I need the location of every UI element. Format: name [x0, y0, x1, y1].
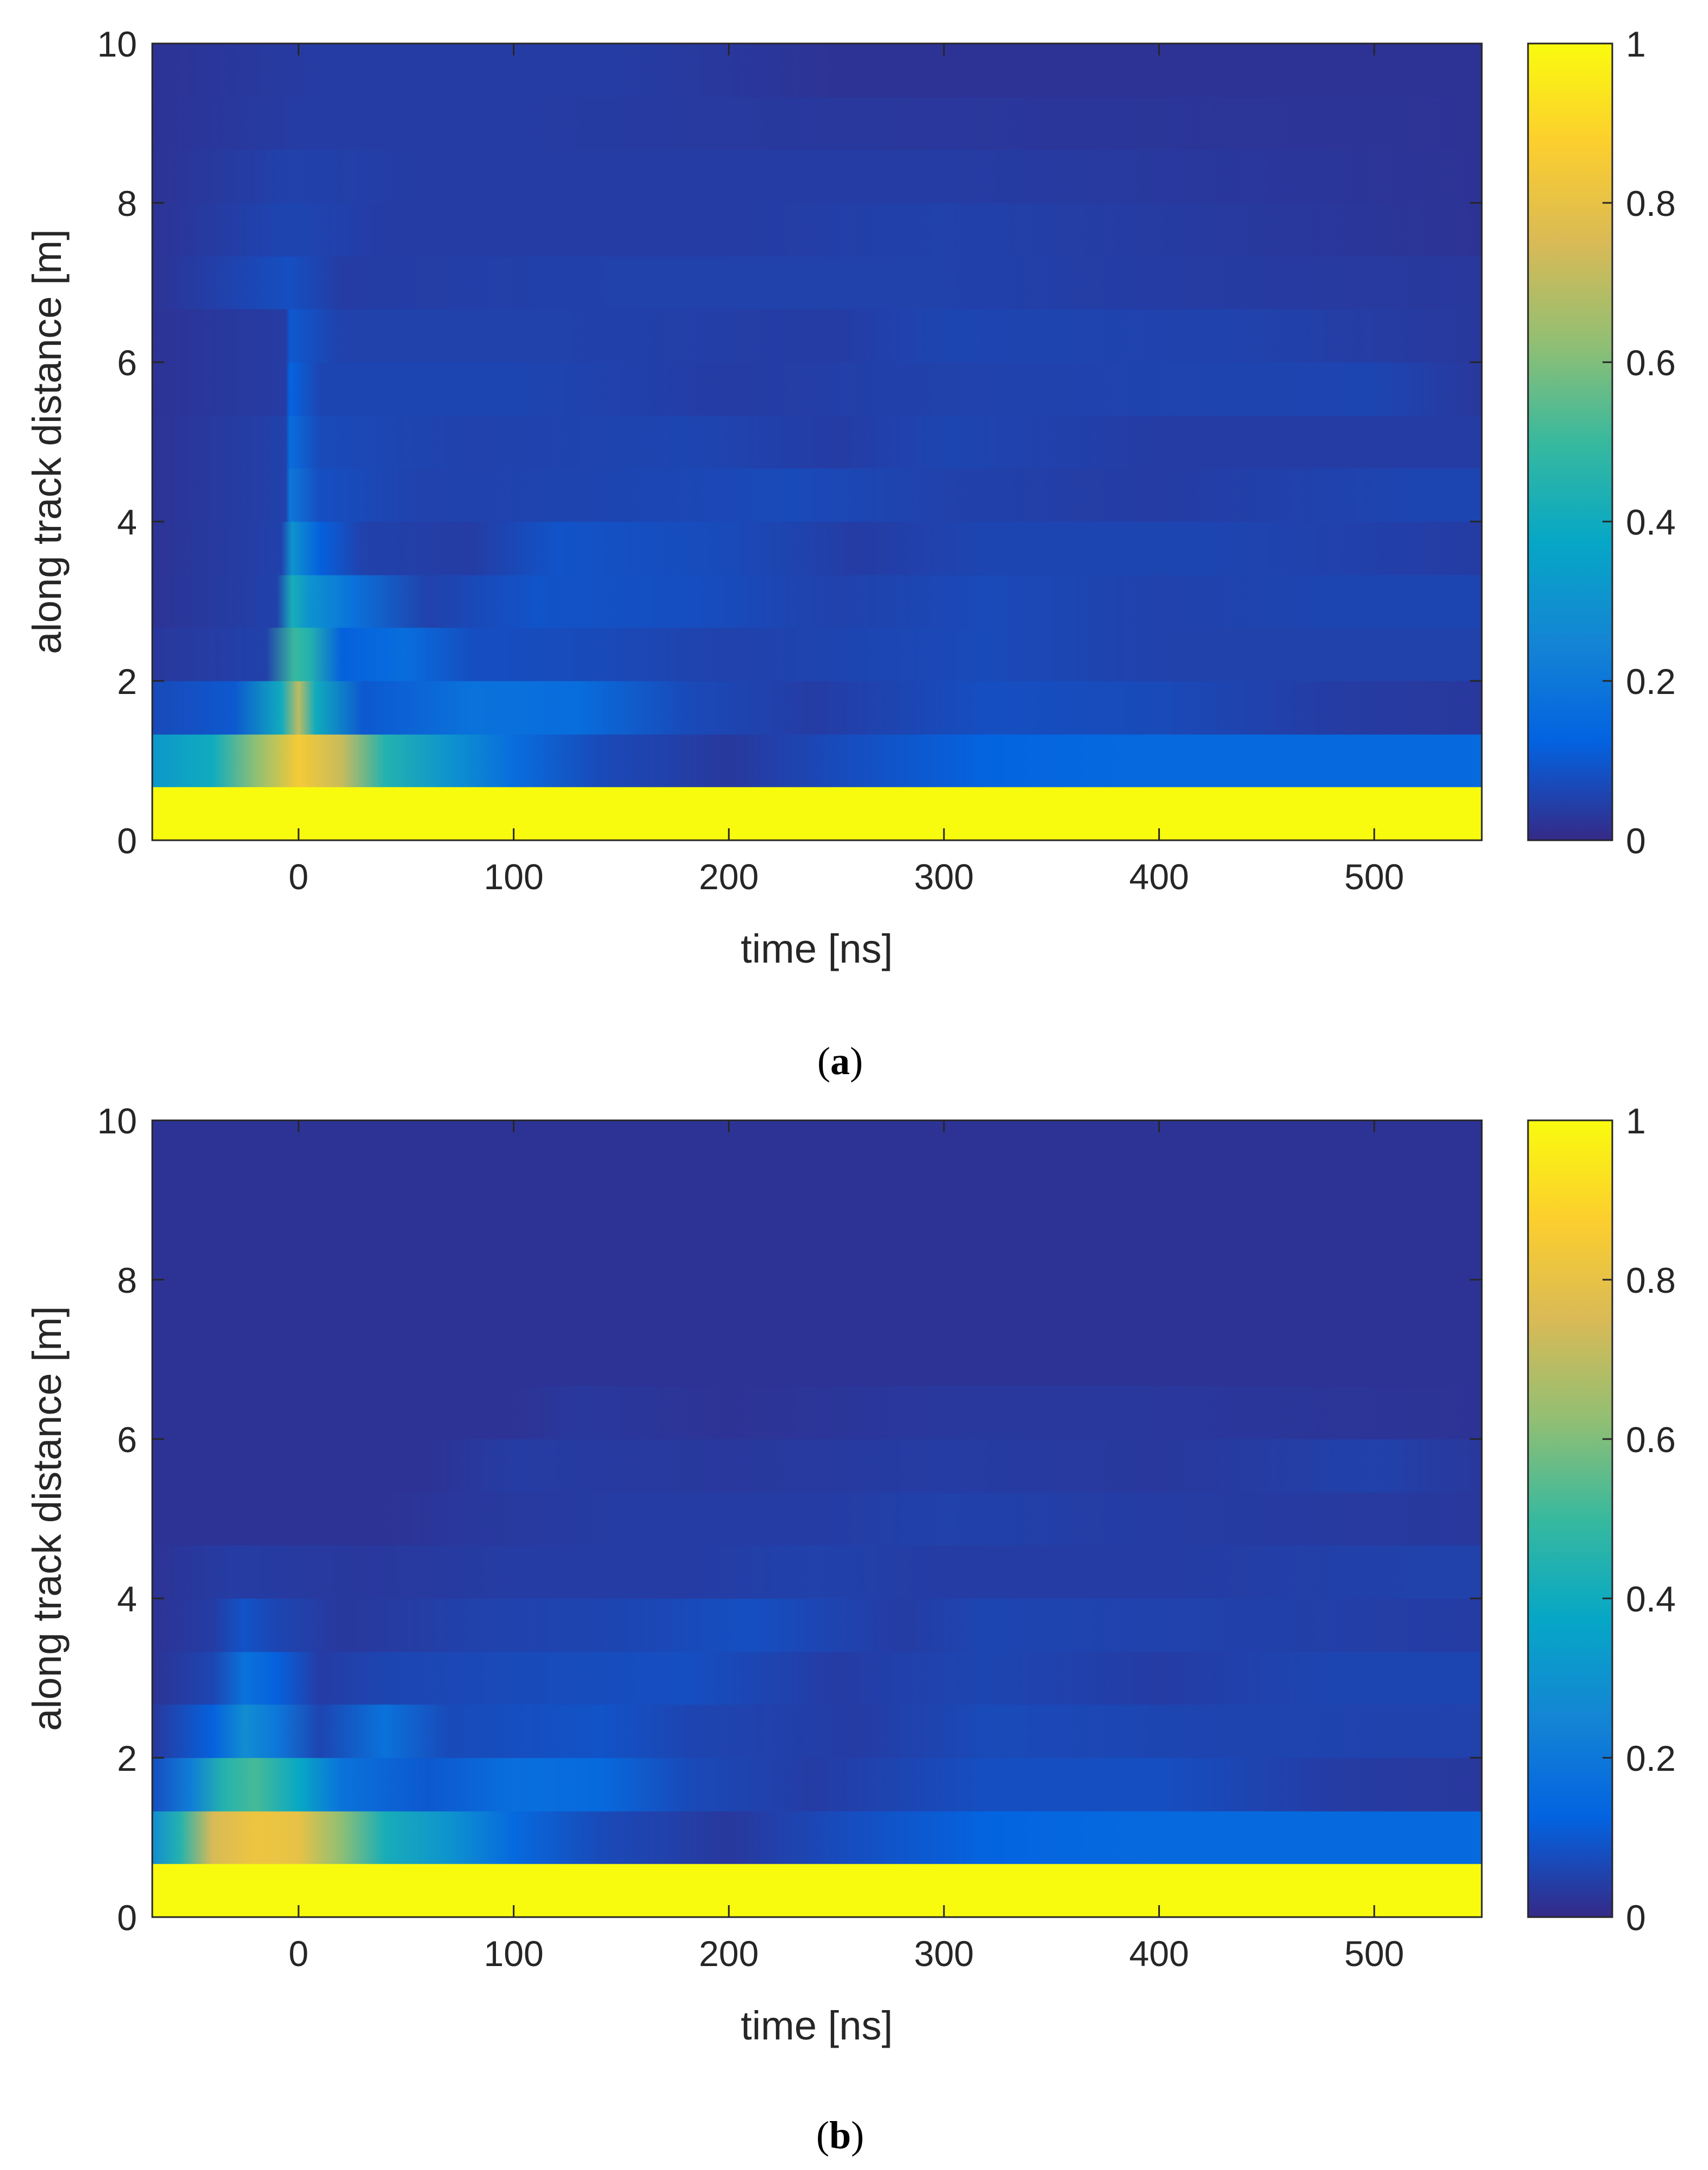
heatmap-row [152, 97, 1482, 150]
heatmap-row [152, 44, 1482, 97]
heatmap-row [152, 1545, 1482, 1599]
y-tick-label: 0 [117, 1898, 137, 1938]
x-axis-ticks-b: 0 100 200 300 400 500 [289, 1120, 1404, 1974]
y-tick-label: 4 [117, 1579, 137, 1619]
heatmap-row [152, 681, 1482, 735]
colorbar-tick-label: 0.2 [1626, 661, 1676, 702]
colorbar-tick-label: 0.8 [1626, 1260, 1676, 1300]
y-tick-label: 6 [117, 1419, 137, 1460]
colorbar-tick-label: 0.8 [1626, 183, 1676, 224]
heatmap-row [152, 308, 1482, 363]
colorbar-tick-label: 0.4 [1626, 1579, 1676, 1619]
heatmap-row [152, 734, 1482, 788]
x-tick-label: 100 [484, 1933, 544, 1974]
heatmap-row [152, 1226, 1482, 1280]
y-axis-ticks-b: 0 2 4 6 8 10 [97, 1101, 1482, 1938]
heatmap-row [152, 362, 1482, 416]
x-tick-label: 500 [1344, 857, 1404, 897]
plot-frame-a [151, 42, 1483, 841]
y-tick-label: 8 [117, 183, 137, 224]
colorbar-tick-label: 1 [1626, 1101, 1646, 1141]
y-tick-label: 8 [117, 1260, 137, 1300]
heatmap-row [152, 468, 1482, 522]
heatmap-row [152, 149, 1482, 203]
heatmap-row [152, 575, 1482, 628]
x-tick-label: 200 [699, 857, 759, 897]
colorbar-tick-label: 0 [1626, 821, 1646, 861]
x-tick-label: 400 [1129, 857, 1189, 897]
colorbar-a [1527, 42, 1613, 841]
x-tick-label: 100 [484, 857, 544, 897]
x-tick-label: 400 [1129, 1933, 1189, 1974]
colorbar-b [1527, 1119, 1613, 1918]
heatmap-row [152, 1439, 1482, 1493]
y-tick-label: 2 [117, 1738, 137, 1778]
heatmap-row [152, 1811, 1482, 1864]
x-axis-label-b: time [ns] [741, 2003, 893, 2048]
colorbar-tick-label: 0.6 [1626, 1419, 1676, 1460]
heatmap-row [152, 256, 1482, 309]
x-tick-label: 0 [289, 857, 309, 897]
colorbar-tick-label: 0.4 [1626, 502, 1676, 542]
heatmap-row [152, 1333, 1482, 1386]
heatmap-row [152, 1758, 1482, 1812]
heatmap-row [152, 1704, 1482, 1758]
heatmap-row [152, 203, 1482, 257]
x-tick-label: 0 [289, 1933, 309, 1974]
colorbar-ticks-b: 0 0.2 0.4 0.6 0.8 1 [1603, 1101, 1676, 1938]
colorbar-tick-label: 0 [1626, 1898, 1646, 1938]
x-tick-label: 200 [699, 1933, 759, 1974]
colorbar-ticks-a: 0 0.2 0.4 0.6 0.8 1 [1603, 24, 1676, 861]
heatmap-row [152, 522, 1482, 575]
x-axis-ticks-a: 0 100 200 300 400 500 [289, 44, 1404, 897]
y-tick-label: 10 [97, 24, 137, 64]
y-tick-label: 4 [117, 502, 137, 542]
heatmap-row [152, 1385, 1482, 1440]
colorbar-tick-label: 1 [1626, 24, 1646, 64]
heatmap-row [152, 416, 1482, 469]
heatmap-cells-b [152, 1120, 1482, 1918]
x-tick-label: 300 [914, 857, 974, 897]
colorbar-tick-label: 0.6 [1626, 343, 1676, 383]
y-tick-label: 10 [97, 1101, 137, 1141]
heatmap-row [152, 1863, 1482, 1918]
y-axis-label-b: along track distance [m] [24, 1306, 70, 1731]
heatmap-cells-a [152, 44, 1482, 841]
plot-frame-b [151, 1119, 1483, 1918]
x-tick-label: 300 [914, 1933, 974, 1974]
heatmap-row [152, 1492, 1482, 1546]
x-tick-label: 500 [1344, 1933, 1404, 1974]
heatmap-row [152, 1280, 1482, 1334]
y-axis-label-a: along track distance [m] [24, 229, 70, 654]
x-axis-label-a: time [ns] [741, 926, 893, 971]
y-tick-label: 6 [117, 343, 137, 383]
heatmap-row [152, 627, 1482, 681]
colorbar-tick-label: 0.2 [1626, 1738, 1676, 1778]
panel-label-a: (a) [817, 1039, 863, 1083]
y-tick-label: 0 [117, 821, 137, 861]
heatmap-row [152, 1174, 1482, 1227]
panel-label-b: (b) [816, 2113, 864, 2157]
y-axis-ticks-a: 0 2 4 6 8 10 [97, 24, 1482, 861]
heatmap-row [152, 786, 1482, 841]
heatmap-row [152, 1598, 1482, 1652]
heatmap-row [152, 1652, 1482, 1705]
y-tick-label: 2 [117, 661, 137, 702]
heatmap-row [152, 1120, 1482, 1174]
